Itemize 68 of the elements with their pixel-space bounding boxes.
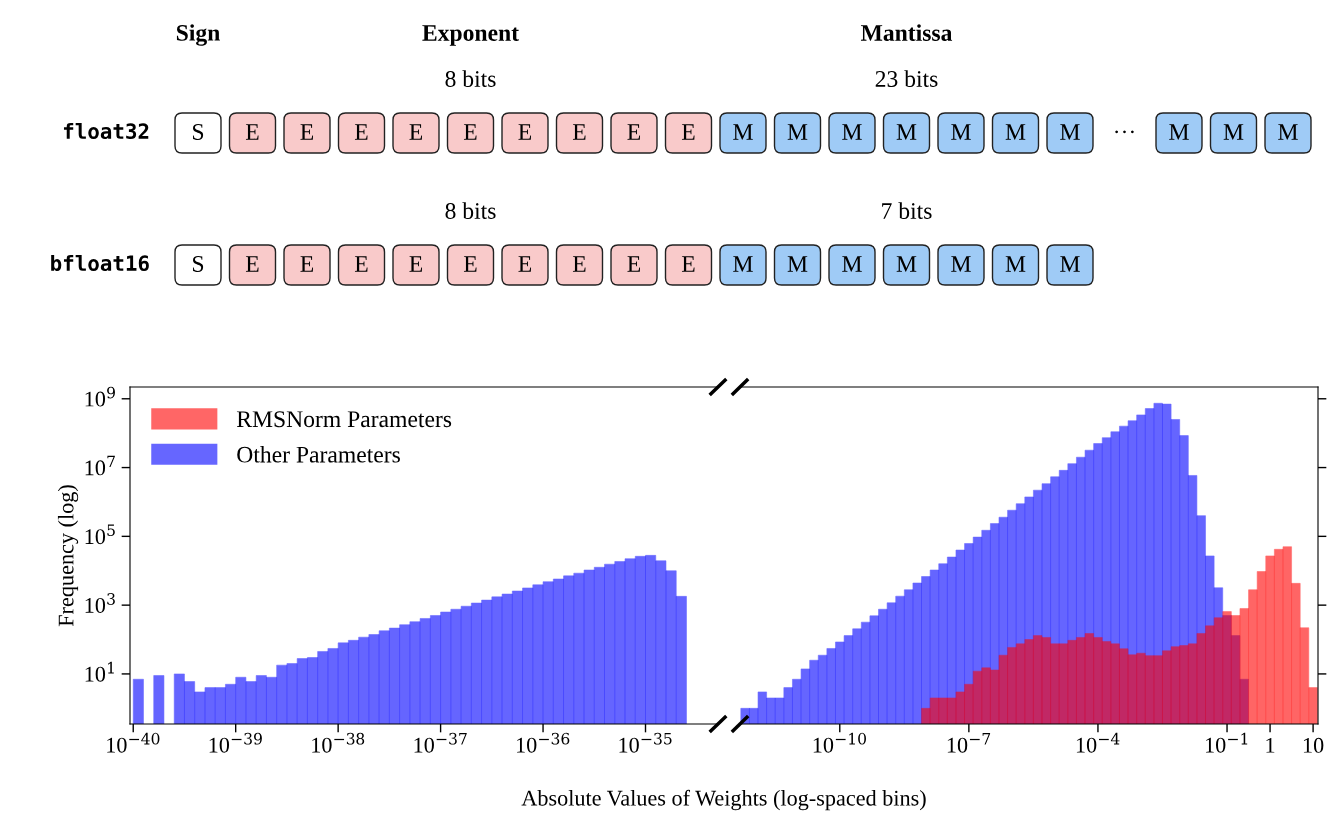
legend-label: Other Parameters	[237, 446, 400, 463]
text: M	[1223, 124, 1244, 140]
text: E	[409, 256, 423, 272]
y-tick-label: 10$^{7}$	[85, 455, 115, 476]
text: E	[681, 124, 695, 140]
text: S	[193, 256, 204, 272]
text: 8 bits	[445, 70, 496, 87]
x-tick-label: 10$^{−7}$	[947, 733, 991, 753]
text: M	[1005, 124, 1026, 140]
text: M	[733, 256, 753, 272]
text: 8 bits	[445, 202, 496, 219]
x-tick-label: 10$^{−37}$	[414, 732, 467, 753]
text: M	[1060, 124, 1080, 140]
text: E	[518, 124, 532, 140]
text: 23 bits	[875, 70, 938, 87]
text: M	[951, 256, 971, 272]
text: E	[354, 256, 368, 272]
text: S	[193, 124, 204, 140]
text: M	[842, 124, 862, 140]
text: E	[245, 124, 259, 140]
x-tick-label: 10$^{−39}$	[209, 732, 262, 753]
text: E	[627, 256, 641, 272]
text: E	[681, 256, 695, 272]
y-tick-label: 10$^{5}$	[85, 524, 115, 545]
text: M	[787, 256, 808, 272]
text: M	[842, 256, 862, 272]
text: E	[463, 256, 477, 272]
x-tick-label: 10$^{−35}$	[619, 732, 672, 753]
legend-label: RMSNorm Parameters	[236, 411, 452, 428]
text: E	[409, 124, 423, 140]
category-label: float32	[63, 122, 149, 140]
text: E	[627, 124, 641, 140]
y-tick-label: 10$^{3}$	[85, 593, 115, 613]
category-label: Mantissa	[860, 24, 953, 41]
x-tick-label: 10$^{−38}$	[312, 732, 365, 753]
x-tick-label: 10$^{−1}$	[1205, 732, 1248, 753]
text: M	[896, 124, 917, 140]
x-axis-title: Absolute Values of Weights (log-spaced bins)	[521, 789, 926, 811]
x-tick-label: 10$^{−4}$	[1076, 732, 1120, 753]
text: M	[896, 256, 917, 272]
category-label: Sign	[176, 24, 220, 46]
text: E	[572, 124, 586, 140]
text: M	[1169, 124, 1189, 140]
y-tick-label: 10$^{1}$	[85, 661, 114, 682]
text: M	[733, 124, 753, 140]
text: E	[300, 256, 314, 272]
text: M	[951, 124, 971, 140]
x-tick-label: 10$^{−10}$	[813, 732, 866, 753]
text: M	[1005, 256, 1026, 272]
text: M	[787, 124, 808, 140]
y-tick-label: 10$^{9}$	[85, 386, 115, 407]
text: E	[245, 256, 259, 272]
text: E	[518, 256, 532, 272]
text: E	[300, 124, 314, 140]
text: 7 bits	[882, 202, 932, 219]
x-tick-label: 10$^{−36}$	[517, 732, 570, 753]
text: ···	[1115, 130, 1134, 134]
text: E	[463, 124, 477, 140]
text: M	[1060, 256, 1080, 272]
category-label: Exponent	[422, 25, 519, 46]
x-tick-label: 1	[1266, 737, 1275, 753]
text: E	[354, 124, 368, 140]
text: M	[1278, 124, 1298, 140]
y-axis-title: Frequency (log)	[57, 485, 79, 627]
text: E	[572, 256, 586, 272]
category-label: bfloat16	[51, 254, 149, 272]
x-tick-label: 10$^{−40}$	[107, 732, 160, 753]
x-tick-label: 10	[1303, 737, 1324, 753]
